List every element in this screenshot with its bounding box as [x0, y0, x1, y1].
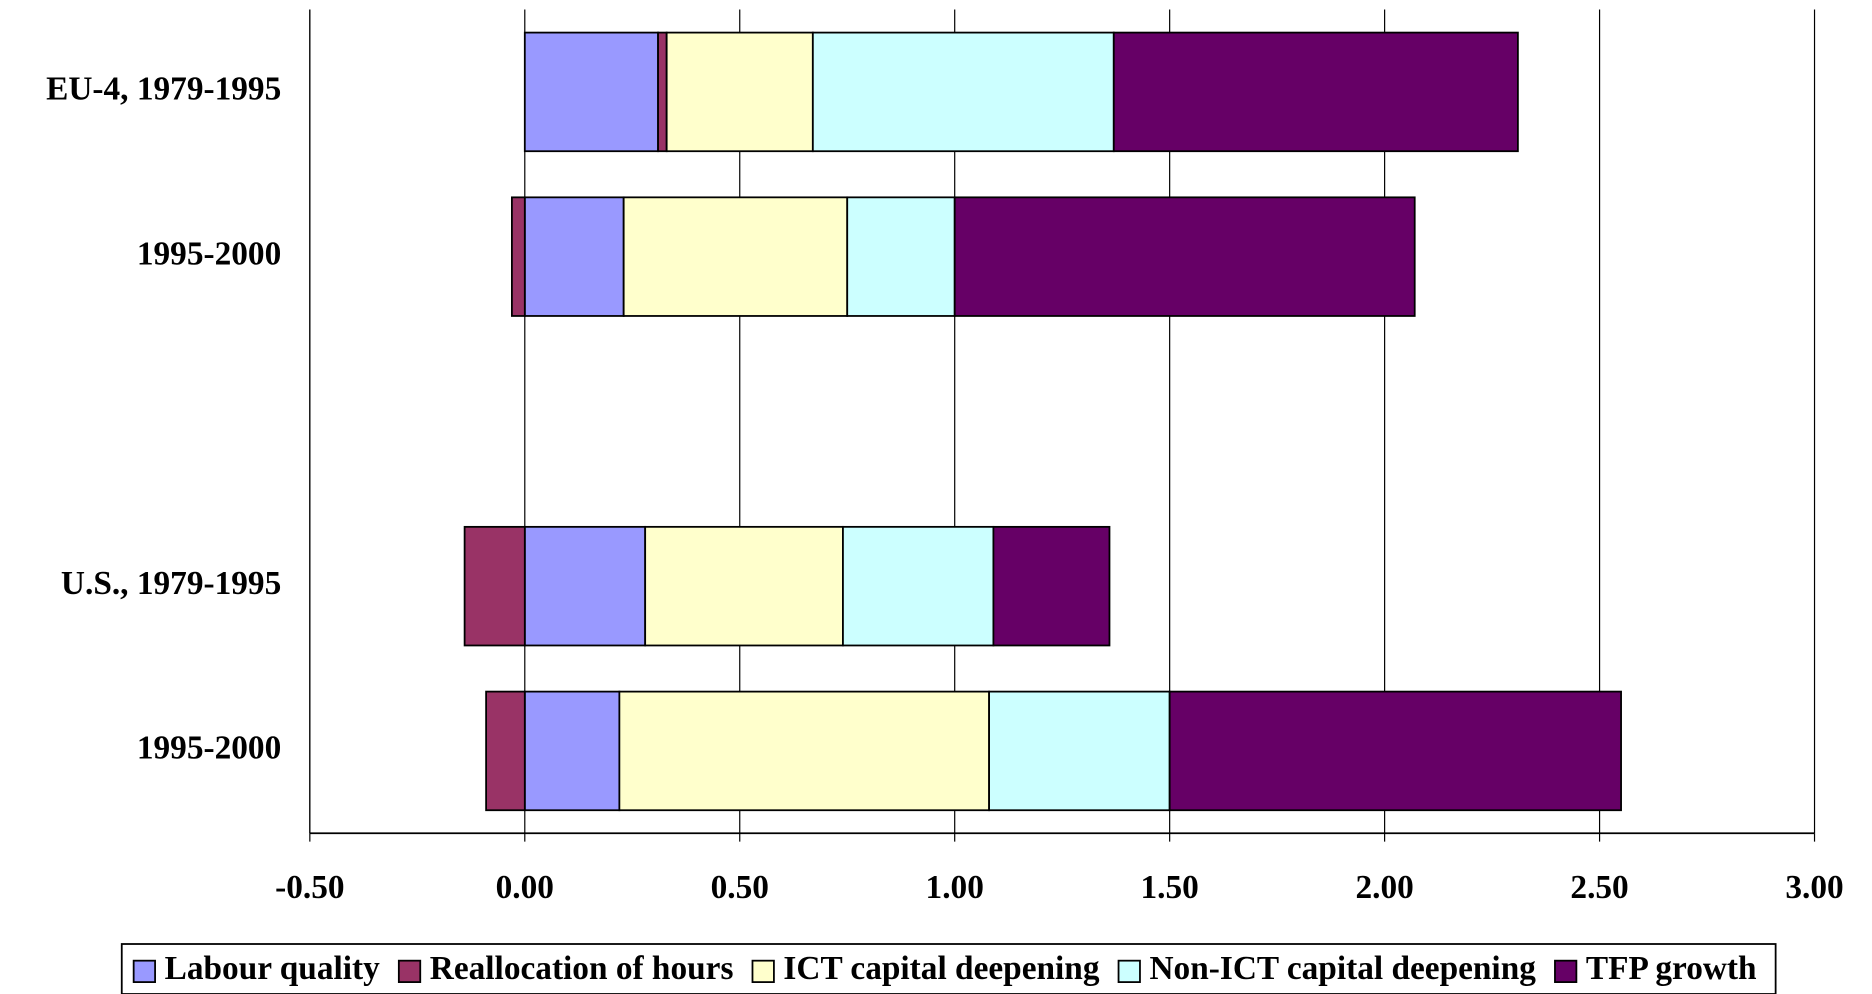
- legend-swatch: [1555, 961, 1576, 982]
- x-tick-label: 3.00: [1785, 869, 1843, 906]
- x-tick-label: -0.50: [275, 869, 344, 906]
- bar-segment: [525, 527, 645, 646]
- bar-segment: [813, 33, 1114, 152]
- x-tick-label: 2.50: [1570, 869, 1628, 906]
- bar-segment: [993, 527, 1109, 646]
- bar-segment: [486, 692, 525, 811]
- legend-swatch: [752, 961, 773, 982]
- legend-label: Labour quality: [165, 950, 381, 987]
- y-tick-label: U.S., 1979-1995: [61, 565, 281, 602]
- legend-swatch: [134, 961, 155, 982]
- y-tick-label: 1995-2000: [137, 235, 281, 272]
- legend: Labour quality Reallocation of hours ICT c…: [122, 944, 1776, 994]
- bar-segment: [1114, 33, 1518, 152]
- y-tick-label: 1995-2000: [137, 730, 281, 767]
- bar-segment: [955, 197, 1415, 316]
- x-tick-label: 2.00: [1355, 869, 1413, 906]
- chart: -0.50 0.00 0.50 1.00 1.50 2.00 2.50 3.00 EU-4, 1…: [0, 0, 1872, 994]
- bar-segment: [512, 197, 525, 316]
- bar-segment: [525, 33, 658, 152]
- bar-segment: [667, 33, 813, 152]
- bar-segment: [619, 692, 989, 811]
- x-tick-label: 0.00: [496, 869, 554, 906]
- page: {"chart_data": { "type": "bar", "orienta…: [0, 0, 1872, 994]
- bar-segment: [847, 197, 954, 316]
- bar-segment: [525, 692, 620, 811]
- x-tick-label: 0.50: [711, 869, 769, 906]
- bar-segment: [1170, 692, 1621, 811]
- bar-segment: [465, 527, 525, 646]
- legend-label: TFP growth: [1586, 950, 1757, 987]
- x-tick-label: 1.00: [926, 869, 984, 906]
- bar-segment: [989, 692, 1170, 811]
- x-tick-label: 1.50: [1140, 869, 1198, 906]
- bar-segment: [645, 527, 843, 646]
- bar-segment: [843, 527, 993, 646]
- legend-label: Non-ICT capital deepening: [1149, 950, 1536, 987]
- legend-swatch: [399, 961, 420, 982]
- legend-label: Reallocation of hours: [430, 950, 734, 987]
- bar-segment: [525, 197, 624, 316]
- y-tick-label: EU-4, 1979-1995: [46, 71, 281, 108]
- bar-segment: [624, 197, 848, 316]
- legend-label: ICT capital deepening: [783, 950, 1099, 987]
- bar-segment: [658, 33, 667, 152]
- legend-swatch: [1119, 961, 1140, 982]
